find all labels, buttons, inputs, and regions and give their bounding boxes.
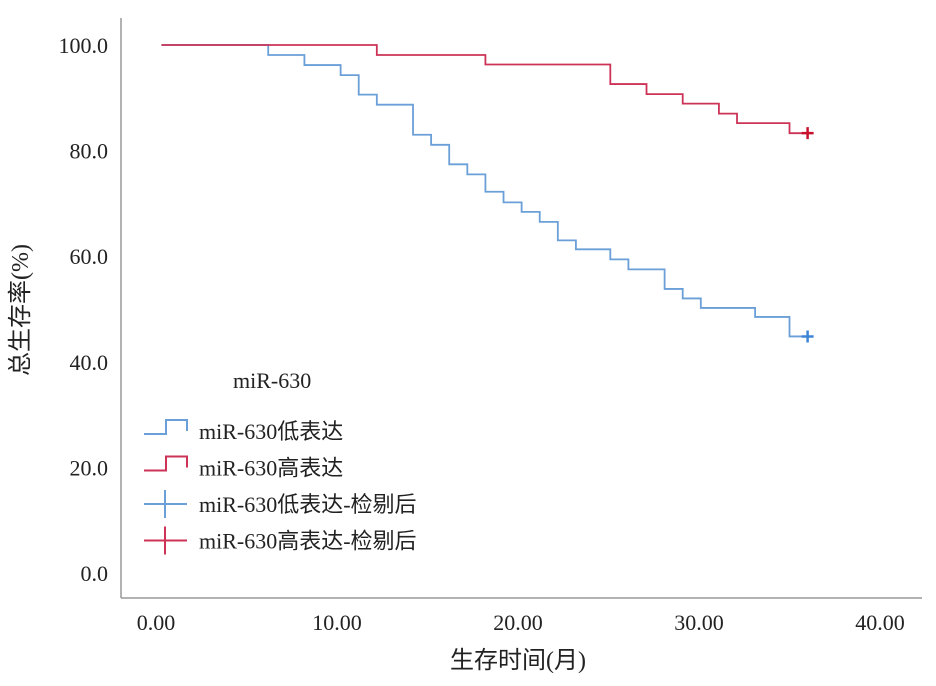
- x-tick-label: 10.00: [312, 610, 362, 635]
- legend-label: miR-630高表达-检剔后: [199, 529, 417, 554]
- y-tick-label: 20.0: [70, 455, 109, 480]
- legend-entry: miR-630高表达: [144, 455, 343, 481]
- legend-label: miR-630低表达-检剔后: [199, 492, 417, 517]
- legend-censor-icon: [144, 490, 187, 518]
- legend-step-icon: [144, 419, 188, 435]
- y-tick-label: 40.0: [70, 350, 109, 375]
- legend-entry: miR-630高表达-检剔后: [144, 526, 417, 555]
- legend-label: miR-630低表达: [199, 419, 343, 444]
- censor-mark: [801, 127, 814, 140]
- low-expression-curve: [161, 44, 808, 338]
- x-tick-label: 40.00: [855, 610, 905, 635]
- censor-mark: [801, 330, 814, 343]
- legend-entry: miR-630低表达-检剔后: [144, 490, 417, 518]
- y-axis-label: 总生存率(%): [7, 244, 34, 376]
- y-tick-label: 80.0: [70, 139, 109, 164]
- legend-step-icon: [144, 455, 188, 472]
- high-expression-curve: [161, 44, 808, 135]
- legend-entry: miR-630低表达: [144, 419, 343, 444]
- x-tick-label: 30.00: [674, 610, 724, 635]
- legend-title: miR-630: [233, 368, 311, 393]
- y-tick-label: 60.0: [70, 244, 109, 269]
- x-tick-label: 20.00: [493, 610, 543, 635]
- y-tick-label: 0.0: [81, 561, 109, 586]
- x-axis-label: 生存时间(月): [450, 647, 586, 674]
- y-tick-label: 100.0: [59, 33, 109, 58]
- legend-label: miR-630高表达: [199, 456, 343, 481]
- legend-censor-icon: [144, 526, 187, 555]
- x-tick-label: 0.00: [137, 610, 176, 635]
- legend: miR-630 miR-630低表达 miR-630高表达 miR-630低表达-检…: [144, 368, 417, 555]
